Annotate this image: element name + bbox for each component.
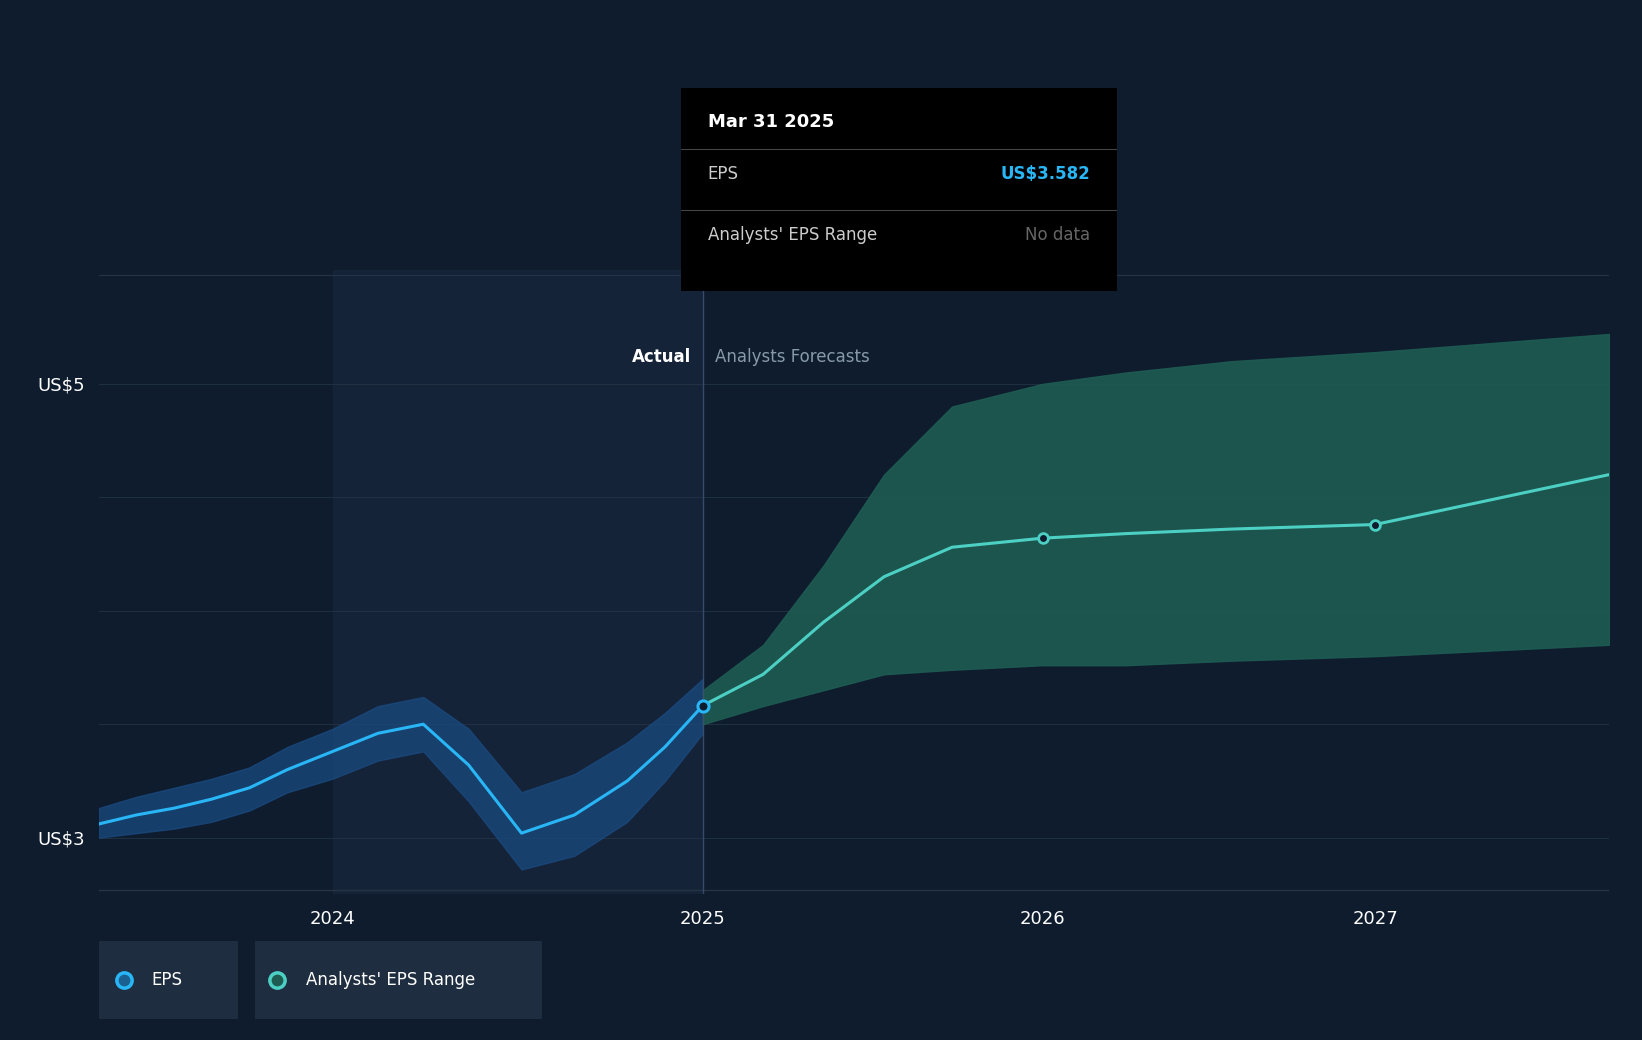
Text: EPS: EPS — [151, 971, 182, 989]
Text: Analysts' EPS Range: Analysts' EPS Range — [305, 971, 476, 989]
Text: US$3.582: US$3.582 — [1000, 165, 1090, 183]
Text: Actual: Actual — [632, 347, 691, 366]
Text: Mar 31 2025: Mar 31 2025 — [708, 112, 834, 131]
Text: EPS: EPS — [708, 165, 739, 183]
Bar — [333, 270, 703, 894]
Text: Analysts' EPS Range: Analysts' EPS Range — [708, 227, 877, 244]
Text: No data: No data — [1025, 227, 1090, 244]
Text: Analysts Forecasts: Analysts Forecasts — [714, 347, 870, 366]
